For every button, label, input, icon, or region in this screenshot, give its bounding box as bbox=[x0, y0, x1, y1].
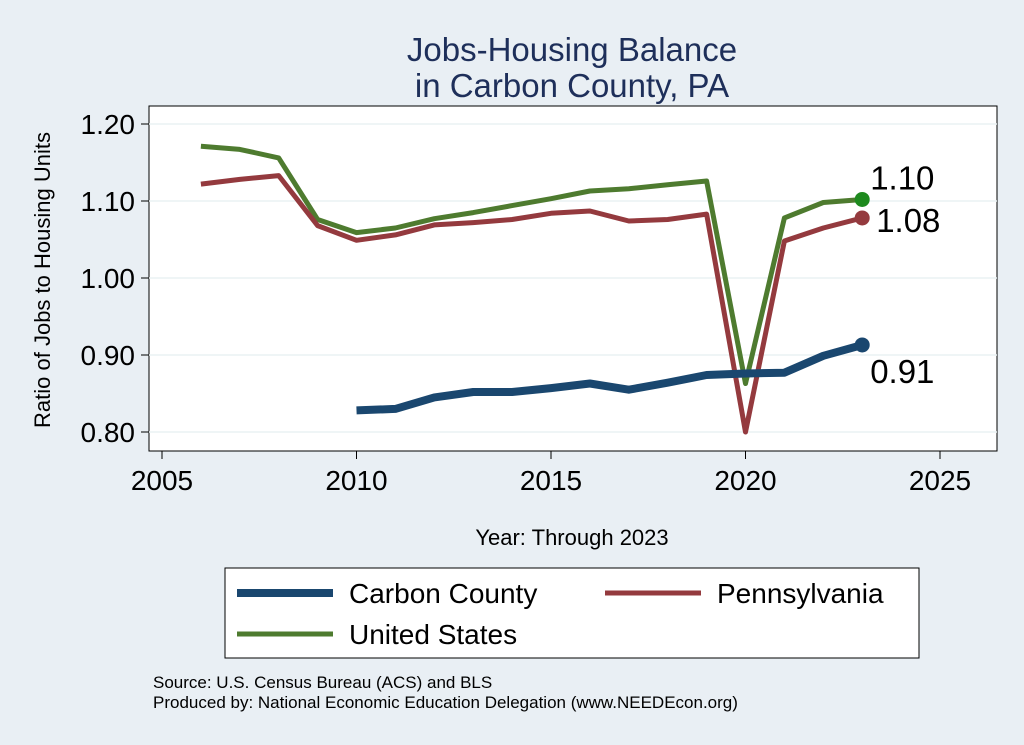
series-line-pennsylvania bbox=[200, 173, 863, 435]
end-label-united-states: 1.10 bbox=[870, 159, 934, 196]
x-tick-label: 2010 bbox=[325, 465, 387, 496]
x-tick-label: 2015 bbox=[520, 465, 582, 496]
y-tick-label: 0.80 bbox=[81, 417, 136, 448]
end-marker-carbon-county bbox=[854, 337, 870, 353]
end-marker-pennsylvania bbox=[854, 210, 870, 226]
end-label-carbon-county: 0.91 bbox=[870, 353, 934, 390]
chart-title: Jobs-Housing Balance bbox=[407, 31, 737, 68]
legend: Carbon County Pennsylvania United States bbox=[224, 567, 920, 659]
chart-subtitle: in Carbon County, PA bbox=[415, 67, 729, 104]
y-tick-label: 1.10 bbox=[81, 186, 136, 217]
x-axis-label: Year: Through 2023 bbox=[475, 525, 668, 550]
y-axis-label: Ratio of Jobs to Housing Units bbox=[30, 132, 55, 428]
series-line-united-states bbox=[200, 143, 863, 386]
legend-label-united-states: United States bbox=[349, 619, 517, 650]
end-marker-united-states bbox=[854, 191, 870, 207]
series-end-markers: 1.10 1.08 0.91 bbox=[854, 159, 940, 390]
x-tick-label: 2005 bbox=[131, 465, 193, 496]
gridlines bbox=[149, 123, 997, 433]
y-tick-label: 1.20 bbox=[81, 109, 136, 140]
series-lines bbox=[200, 143, 864, 435]
legend-label-carbon-county: Carbon County bbox=[349, 578, 537, 609]
y-tick-label: 1.00 bbox=[81, 263, 136, 294]
footnote-source: Source: U.S. Census Bureau (ACS) and BLS bbox=[153, 673, 492, 692]
footnote-producer: Produced by: National Economic Education… bbox=[153, 693, 738, 712]
y-tick-label: 0.90 bbox=[81, 340, 136, 371]
y-axis: 0.80 0.90 1.00 1.10 1.20 bbox=[81, 109, 149, 448]
x-axis: 2005 2010 2015 2020 2025 bbox=[131, 451, 971, 496]
x-tick-label: 2020 bbox=[714, 465, 776, 496]
x-tick-label: 2025 bbox=[909, 465, 971, 496]
legend-box bbox=[224, 567, 920, 659]
legend-label-pennsylvania: Pennsylvania bbox=[717, 578, 884, 609]
end-label-pennsylvania: 1.08 bbox=[876, 202, 940, 239]
series-line-carbon-county bbox=[356, 341, 864, 415]
